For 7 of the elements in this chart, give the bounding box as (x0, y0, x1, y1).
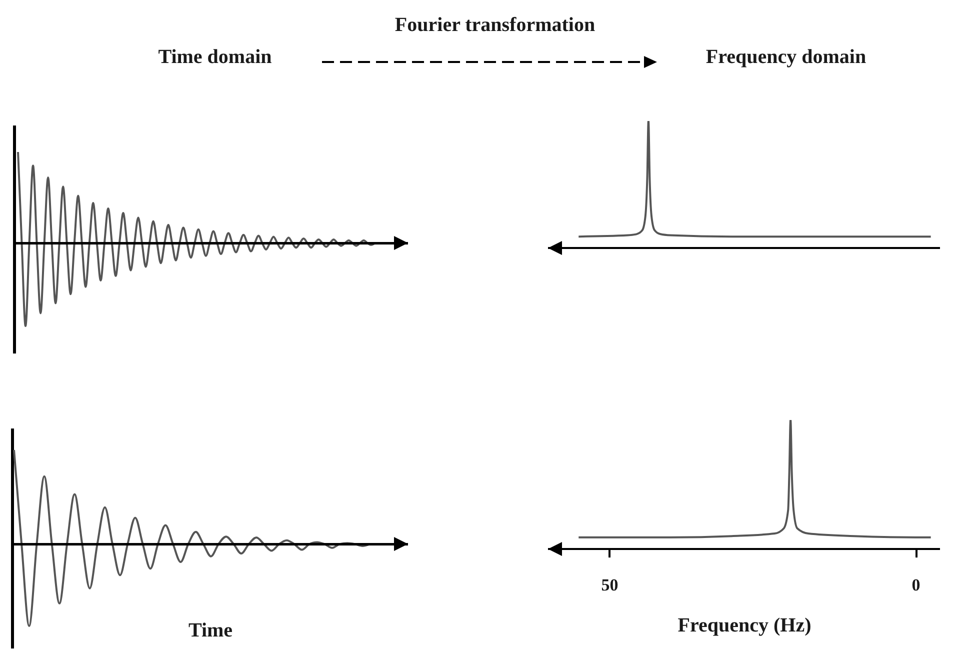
chart-title: Time domain (158, 46, 272, 69)
x-axis-title: Frequency (Hz) (678, 614, 812, 636)
text: Fourier transformation (394, 14, 596, 37)
x-axis-title: Time (188, 620, 233, 642)
chart-title: Frequency domain (706, 46, 866, 69)
x-tick-label: 50 (601, 576, 618, 594)
x-tick-label: 0 (912, 576, 920, 594)
